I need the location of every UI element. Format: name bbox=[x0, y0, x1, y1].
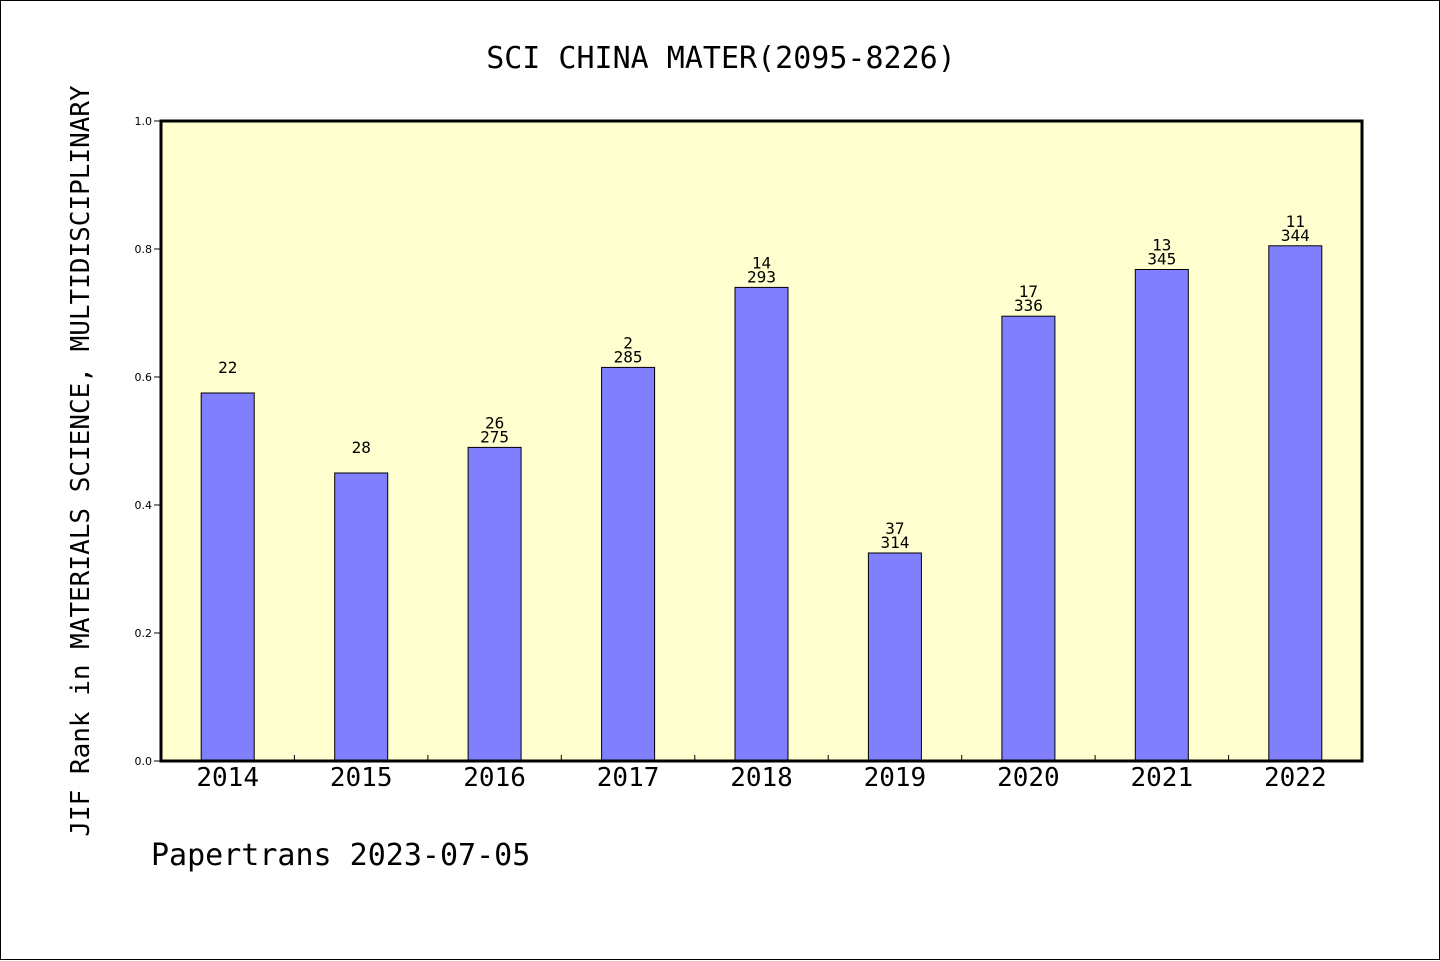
data-label-rank-2019: 37 bbox=[885, 519, 904, 538]
data-label-rank-2021: 13 bbox=[1152, 236, 1171, 255]
data-label-count-2020: 336 bbox=[1014, 296, 1043, 315]
data-label-count-2017: 285 bbox=[614, 347, 643, 366]
plot-border bbox=[159, 119, 1364, 763]
data-label-rank-2016: 26 bbox=[485, 413, 504, 432]
x-tick-label-2017: 2017 bbox=[597, 763, 660, 793]
y-tick-label: 0.2 bbox=[135, 627, 153, 640]
data-label-count-2018: 293 bbox=[747, 267, 776, 286]
bar-2019 bbox=[867, 552, 922, 762]
y-tick-label: 0.6 bbox=[135, 371, 153, 384]
x-tick-label-2018: 2018 bbox=[730, 763, 793, 793]
x-tick-label-2014: 2014 bbox=[196, 763, 259, 793]
bar-2015 bbox=[334, 472, 389, 762]
data-label-rank-2018: 14 bbox=[752, 253, 771, 272]
footer-credit: Papertrans 2023-07-05 bbox=[151, 838, 530, 873]
bar-2018 bbox=[734, 286, 789, 762]
bar-2014 bbox=[200, 392, 255, 762]
bar-2016 bbox=[467, 446, 522, 762]
x-tick-label-2020: 2020 bbox=[997, 763, 1060, 793]
x-tick-label-2019: 2019 bbox=[864, 763, 927, 793]
y-axis-label: JIF Rank in MATERIALS SCIENCE, MULTIDISC… bbox=[66, 85, 96, 837]
bar-2021 bbox=[1134, 269, 1189, 762]
data-label-rank-2015: 28 bbox=[352, 438, 371, 457]
x-tick-label-2022: 2022 bbox=[1264, 763, 1327, 793]
bar-2020 bbox=[1001, 315, 1056, 762]
y-tick-label: 0.4 bbox=[135, 499, 153, 512]
data-label-count-2016: 275 bbox=[480, 427, 509, 446]
data-label-count-2022: 344 bbox=[1281, 226, 1310, 245]
chart-title: SCI CHINA MATER(2095-8226) bbox=[486, 41, 956, 76]
bar-2022 bbox=[1268, 245, 1323, 762]
x-tick-label-2021: 2021 bbox=[1130, 763, 1193, 793]
x-tick-label-2015: 2015 bbox=[330, 763, 393, 793]
data-label-rank-2020: 17 bbox=[1019, 282, 1038, 301]
data-label-count-2021: 345 bbox=[1147, 250, 1176, 269]
bars-layer bbox=[200, 245, 1323, 762]
y-tick-label: 0.8 bbox=[135, 243, 153, 256]
y-tick-label: 1.0 bbox=[135, 115, 153, 128]
y-tick-label: 0.0 bbox=[135, 755, 153, 768]
data-label-rank-2014: 22 bbox=[218, 358, 237, 377]
data-label-count-2019: 314 bbox=[880, 533, 909, 552]
x-tick-label-2016: 2016 bbox=[463, 763, 526, 793]
data-label-rank-2022: 11 bbox=[1286, 212, 1305, 231]
data-label-rank-2017: 2 bbox=[623, 333, 633, 352]
bar-2017 bbox=[601, 366, 656, 762]
